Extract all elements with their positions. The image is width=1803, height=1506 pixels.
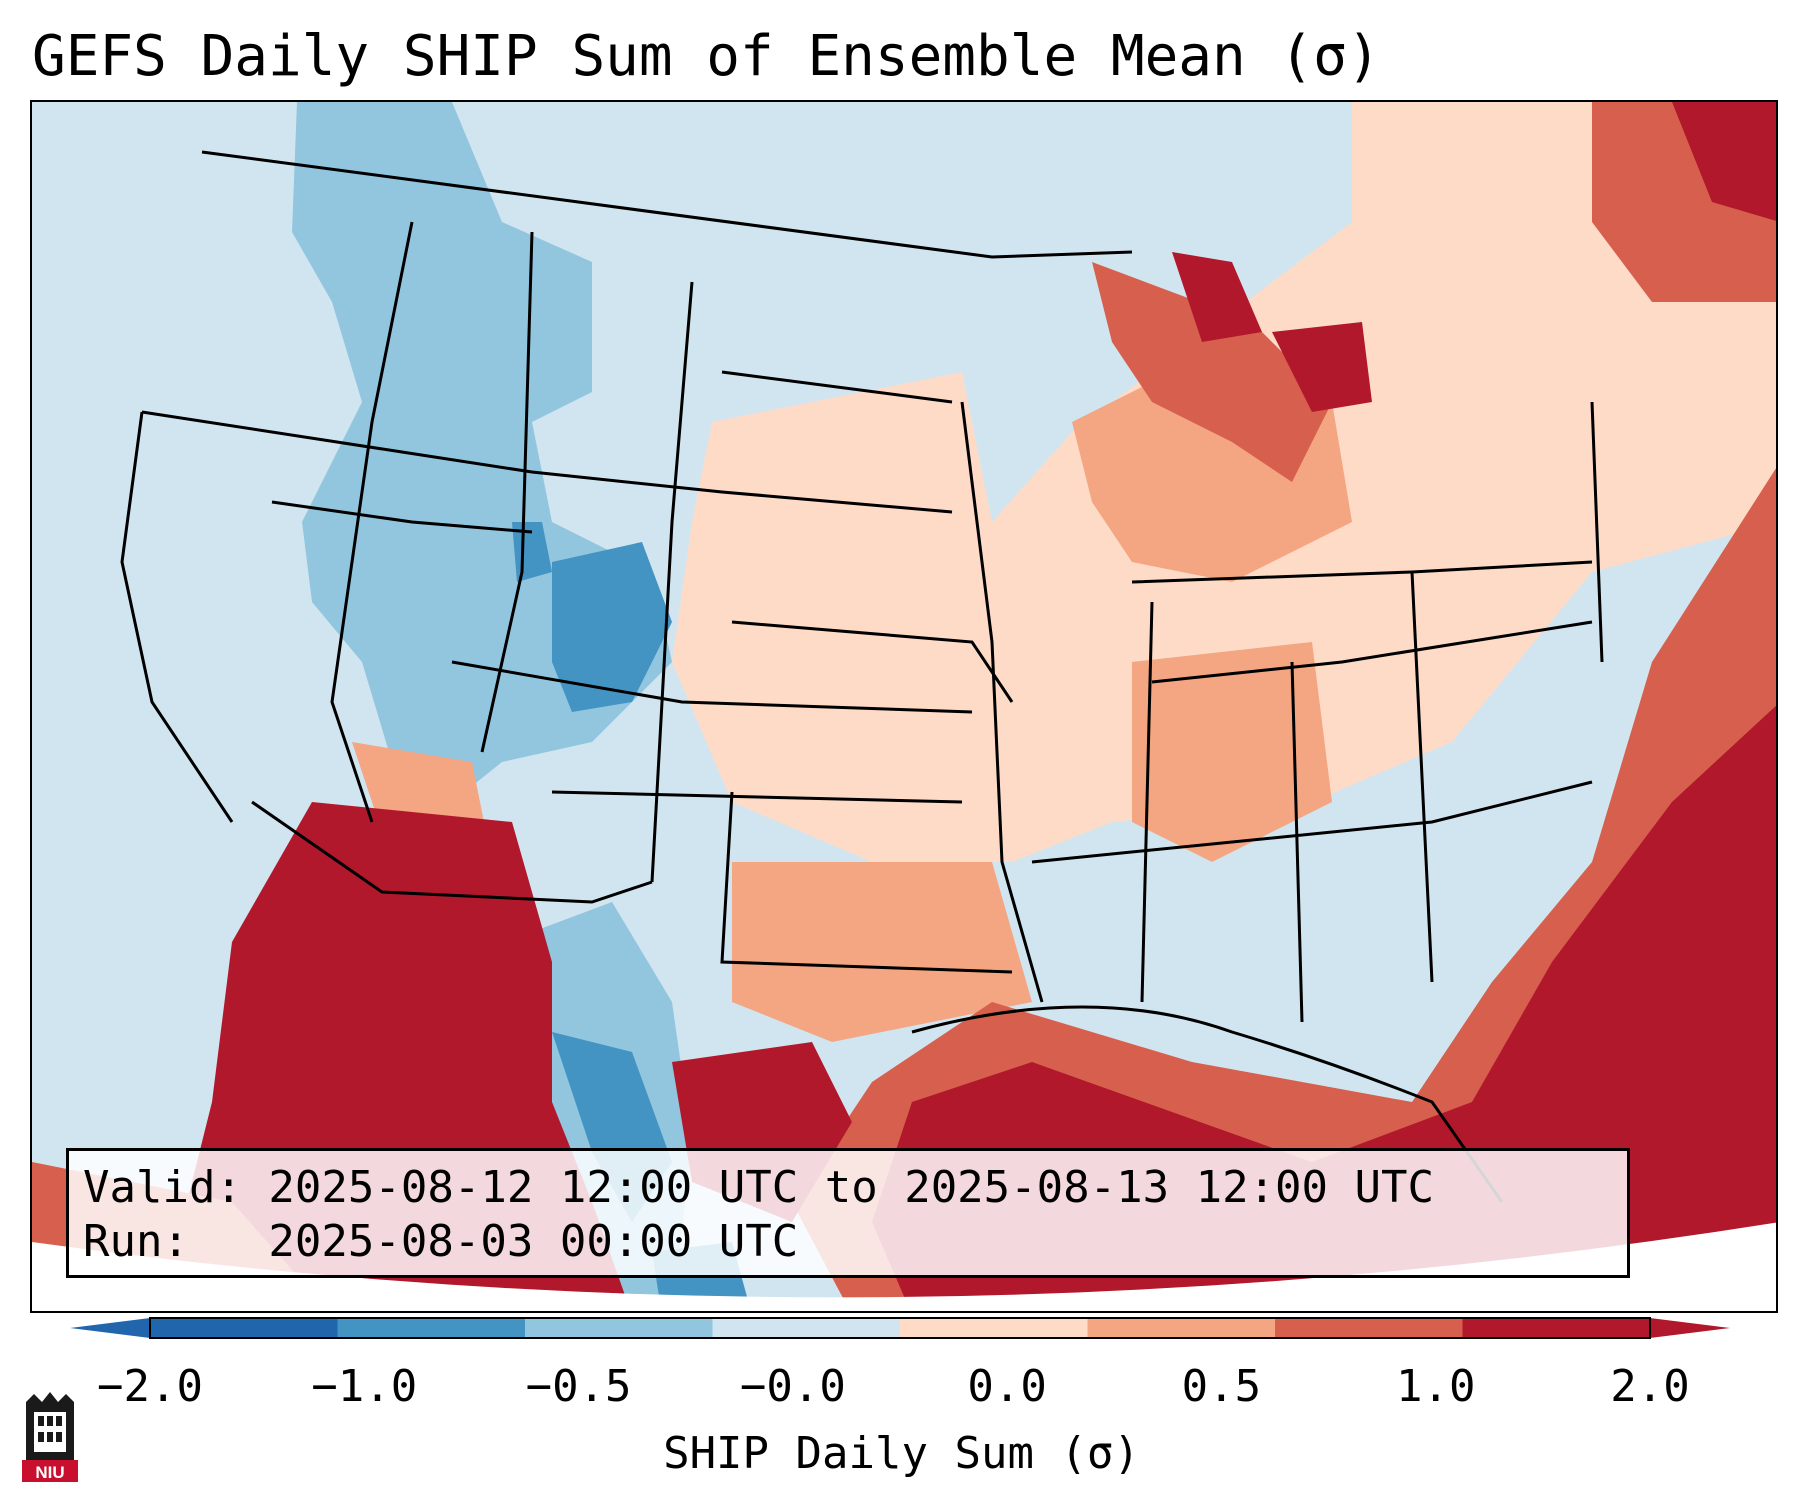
colorbar-segment [1462, 1318, 1651, 1338]
validity-info-box: Valid: 2025-08-12 12:00 UTC to 2025-08-1… [66, 1148, 1630, 1278]
colorbar-tick-label: −1.0 [311, 1361, 418, 1412]
colorbar-segment [712, 1318, 901, 1338]
colorbar-segment [150, 1318, 338, 1338]
colorbar-outline [149, 1317, 1651, 1339]
colorbar-segment [1087, 1318, 1276, 1338]
run-time-line: Run: 2025-08-03 00:00 UTC [83, 1216, 799, 1267]
colorbar-tick-label: −2.0 [97, 1361, 203, 1412]
colorbar-segments [150, 1318, 1651, 1338]
colorbar-segment [337, 1318, 526, 1338]
logo-text: NIU [35, 1463, 64, 1482]
map-title: GEFS Daily SHIP Sum of Ensemble Mean (σ) [32, 24, 1381, 89]
domain-edge [32, 1222, 1776, 1311]
boundaries [120, 150, 1604, 1203]
colorbar-over-arrow [1650, 1318, 1730, 1338]
niu-logo: NIU [22, 1392, 78, 1482]
colorbar-under-arrow [70, 1318, 150, 1338]
colorbar-tick-label: 2.0 [1610, 1361, 1690, 1412]
weak-positive-regions [352, 102, 1776, 1042]
colorbar-tick-label: −0.0 [739, 1361, 846, 1412]
colorbar-tick-label: 0.5 [1181, 1361, 1262, 1412]
colorbar-tick-label: 0.0 [967, 1361, 1047, 1412]
valid-time-line: Valid: 2025-08-12 12:00 UTC to 2025-08-1… [83, 1162, 1435, 1213]
colorbar-tick-label: −0.5 [525, 1361, 632, 1412]
colorbar [70, 1317, 1730, 1339]
colorbar-segment [525, 1318, 713, 1338]
map-panel [30, 100, 1778, 1313]
colorbar-segment [1275, 1318, 1463, 1338]
colorbar-tick-label: 1.0 [1395, 1361, 1476, 1412]
colorbar-segment [900, 1318, 1088, 1338]
colorbar-label: SHIP Daily Sum (σ) [663, 1428, 1140, 1479]
anomaly-map [32, 102, 1776, 1311]
